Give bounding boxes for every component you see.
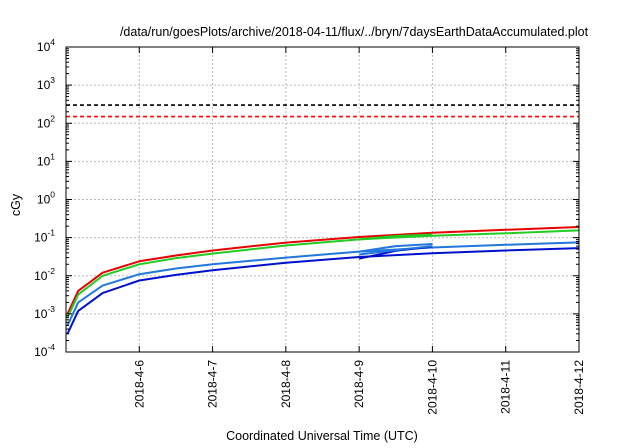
- series-line: [66, 247, 580, 335]
- x-tick-label: 2018-4-6: [132, 360, 146, 408]
- y-tick-label: 101: [37, 151, 55, 168]
- x-tick-label: 2018-4-8: [279, 360, 293, 408]
- y-tick-label: 103: [37, 75, 55, 92]
- threshold-lines: [66, 104, 579, 118]
- y-tick-label: 102: [37, 113, 55, 130]
- grid: [66, 47, 579, 352]
- x-tick-label: 2018-4-10: [425, 360, 439, 415]
- x-tick-label: 2018-4-7: [206, 360, 220, 408]
- y-tick-label: 100: [37, 190, 55, 207]
- y-tick-label: 10-4: [34, 342, 55, 359]
- series-line: [66, 229, 580, 319]
- y-tick-label: 10-3: [34, 304, 55, 321]
- chart-title: /data/run/goesPlots/archive/2018-04-11/f…: [120, 25, 589, 39]
- series-line: [66, 226, 580, 315]
- y-tick-label: 10-1: [34, 228, 55, 245]
- x-tick-label: 2018-4-11: [499, 360, 513, 414]
- y-tick-label: 10-2: [34, 266, 55, 283]
- series-line: [358, 243, 433, 253]
- y-axis-ticks: 10-4 10-3 10-2 10-1 100 101 102 103 104: [34, 37, 579, 359]
- x-tick-label: 2018-4-12: [572, 360, 586, 415]
- y-axis-label: cGy: [9, 193, 23, 216]
- data-series: [66, 226, 580, 335]
- x-tick-label: 2018-4-9: [352, 360, 366, 408]
- x-axis-label: Coordinated Universal Time (UTC): [226, 429, 418, 443]
- x-axis-ticks: 2018-4-6 2018-4-7 2018-4-8 2018-4-9 2018-4-1…: [132, 47, 586, 415]
- series-line: [359, 233, 433, 241]
- series-line: [358, 245, 433, 256]
- y-tick-label: 104: [37, 37, 55, 54]
- series-line: [66, 241, 580, 326]
